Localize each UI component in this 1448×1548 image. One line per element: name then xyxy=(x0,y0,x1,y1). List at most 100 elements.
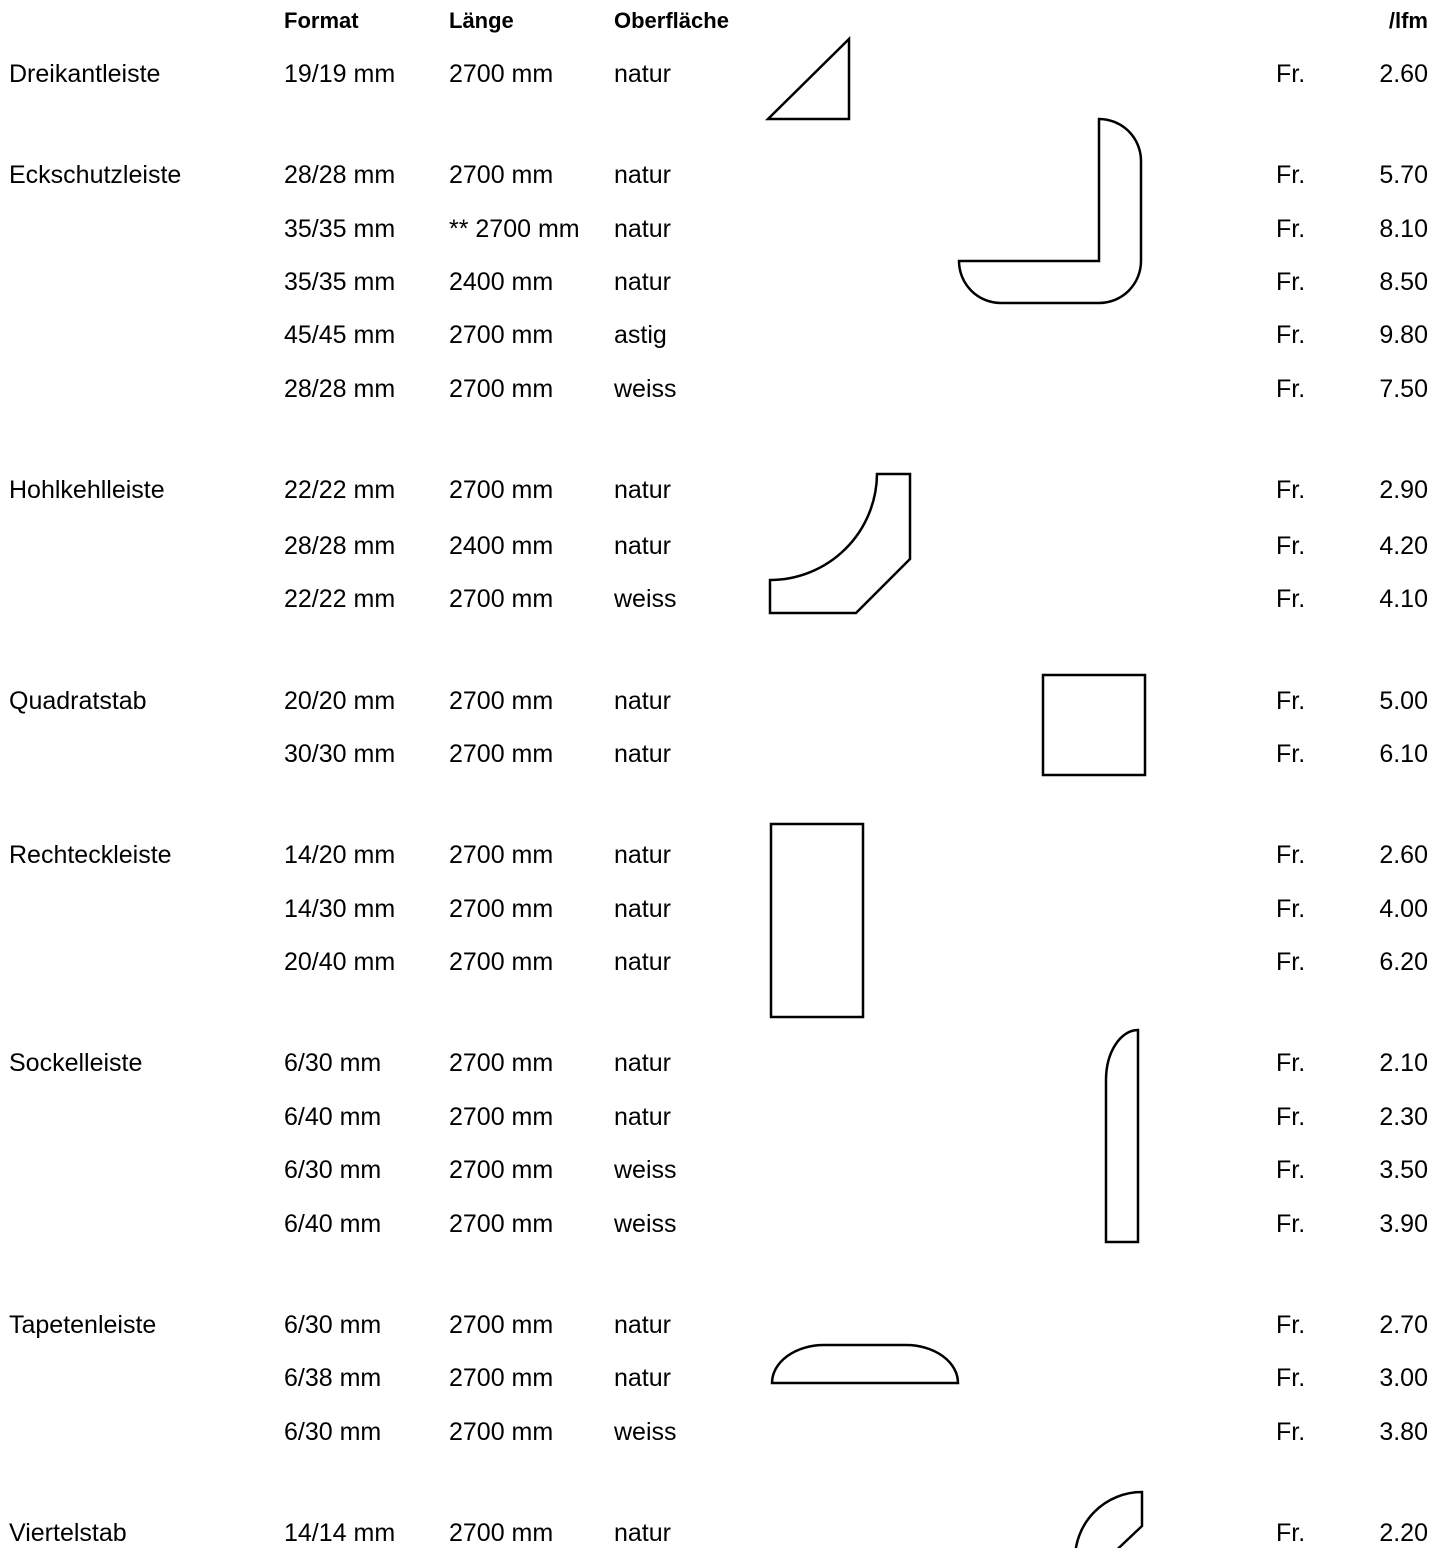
surface-value: natur xyxy=(614,161,671,189)
surface-value: natur xyxy=(614,1103,671,1131)
price-value: 2.60 xyxy=(1379,60,1428,88)
price-value: 4.20 xyxy=(1379,532,1428,560)
rechteck-profile-icon xyxy=(769,822,865,1019)
format-value: 35/35 mm xyxy=(284,268,396,296)
surface-value: natur xyxy=(614,1519,671,1547)
surface-value: astig xyxy=(614,321,667,349)
product-name: Eckschutzleiste xyxy=(9,161,182,189)
sockel-profile-icon xyxy=(1104,1028,1140,1244)
surface-value: weiss xyxy=(614,1156,677,1184)
product-name: Viertelstab xyxy=(9,1519,127,1547)
currency-label: Fr. xyxy=(1276,268,1306,296)
quadrat-profile-icon xyxy=(1041,673,1147,777)
price-value: 6.10 xyxy=(1379,740,1428,768)
length-value: 2700 mm xyxy=(449,1156,554,1184)
tapeten-profile-icon xyxy=(770,1343,960,1385)
format-value: 14/14 mm xyxy=(284,1519,396,1547)
dreikant-profile-icon xyxy=(764,36,851,121)
currency-label: Fr. xyxy=(1276,1311,1306,1339)
length-value: ** 2700 mm xyxy=(449,215,580,243)
product-name: Rechteckleiste xyxy=(9,841,172,869)
surface-value: weiss xyxy=(614,1418,677,1446)
format-value: 14/20 mm xyxy=(284,841,396,869)
format-value: 6/38 mm xyxy=(284,1364,382,1392)
length-value: 2700 mm xyxy=(449,1364,554,1392)
format-value: 28/28 mm xyxy=(284,375,396,403)
format-value: 22/22 mm xyxy=(284,476,396,504)
length-value: 2700 mm xyxy=(449,1418,554,1446)
price-value: 4.10 xyxy=(1379,585,1428,613)
format-value: 22/22 mm xyxy=(284,585,396,613)
length-value: 2700 mm xyxy=(449,60,554,88)
format-value: 19/19 mm xyxy=(284,60,396,88)
surface-value: weiss xyxy=(614,1210,677,1238)
length-value: 2700 mm xyxy=(449,321,554,349)
format-value: 20/20 mm xyxy=(284,687,396,715)
format-value: 6/30 mm xyxy=(284,1049,382,1077)
price-value: 5.00 xyxy=(1379,687,1428,715)
length-value: 2700 mm xyxy=(449,1049,554,1077)
currency-label: Fr. xyxy=(1276,1418,1306,1446)
price-value: 3.80 xyxy=(1379,1418,1428,1446)
surface-value: natur xyxy=(614,740,671,768)
currency-label: Fr. xyxy=(1276,532,1306,560)
currency-label: Fr. xyxy=(1276,948,1306,976)
currency-label: Fr. xyxy=(1276,321,1306,349)
price-value: 9.80 xyxy=(1379,321,1428,349)
price-value: 2.10 xyxy=(1379,1049,1428,1077)
surface-value: natur xyxy=(614,532,671,560)
format-value: 28/28 mm xyxy=(284,161,396,189)
format-value: 35/35 mm xyxy=(284,215,396,243)
format-value: 14/30 mm xyxy=(284,895,396,923)
product-name: Dreikantleiste xyxy=(9,60,161,88)
surface-value: natur xyxy=(614,476,671,504)
price-value: 3.90 xyxy=(1379,1210,1428,1238)
format-value: 45/45 mm xyxy=(284,321,396,349)
product-name: Tapetenleiste xyxy=(9,1311,157,1339)
format-value: 20/40 mm xyxy=(284,948,396,976)
currency-label: Fr. xyxy=(1276,841,1306,869)
currency-label: Fr. xyxy=(1276,215,1306,243)
currency-label: Fr. xyxy=(1276,1210,1306,1238)
surface-value: weiss xyxy=(614,585,677,613)
length-value: 2700 mm xyxy=(449,895,554,923)
format-value: 6/30 mm xyxy=(284,1156,382,1184)
currency-label: Fr. xyxy=(1276,1103,1306,1131)
surface-value: natur xyxy=(614,60,671,88)
length-value: 2700 mm xyxy=(449,841,554,869)
format-value: 6/30 mm xyxy=(284,1311,382,1339)
surface-value: natur xyxy=(614,841,671,869)
currency-label: Fr. xyxy=(1276,895,1306,923)
currency-label: Fr. xyxy=(1276,375,1306,403)
price-value: 8.50 xyxy=(1379,268,1428,296)
currency-label: Fr. xyxy=(1276,60,1306,88)
length-value: 2700 mm xyxy=(449,161,554,189)
length-value: 2700 mm xyxy=(449,1311,554,1339)
price-value: 4.00 xyxy=(1379,895,1428,923)
surface-value: natur xyxy=(614,948,671,976)
length-value: 2700 mm xyxy=(449,1519,554,1547)
currency-label: Fr. xyxy=(1276,687,1306,715)
currency-label: Fr. xyxy=(1276,161,1306,189)
length-value: 2700 mm xyxy=(449,1210,554,1238)
currency-label: Fr. xyxy=(1276,740,1306,768)
price-value: 5.70 xyxy=(1379,161,1428,189)
currency-label: Fr. xyxy=(1276,1049,1306,1077)
price-value: 3.00 xyxy=(1379,1364,1428,1392)
length-value: 2700 mm xyxy=(449,1103,554,1131)
product-name: Hohlkehlleiste xyxy=(9,476,165,504)
surface-value: natur xyxy=(614,215,671,243)
currency-label: Fr. xyxy=(1276,1364,1306,1392)
length-value: 2400 mm xyxy=(449,532,554,560)
header-laenge: Länge xyxy=(449,8,514,33)
price-value: 2.20 xyxy=(1379,1519,1428,1547)
format-value: 28/28 mm xyxy=(284,532,396,560)
price-value: 2.90 xyxy=(1379,476,1428,504)
header-format: Format xyxy=(284,8,359,33)
product-name: Sockelleiste xyxy=(9,1049,143,1077)
length-value: 2700 mm xyxy=(449,687,554,715)
price-value: 7.50 xyxy=(1379,375,1428,403)
format-value: 6/40 mm xyxy=(284,1103,382,1131)
eckschutz-profile-icon xyxy=(957,117,1143,305)
